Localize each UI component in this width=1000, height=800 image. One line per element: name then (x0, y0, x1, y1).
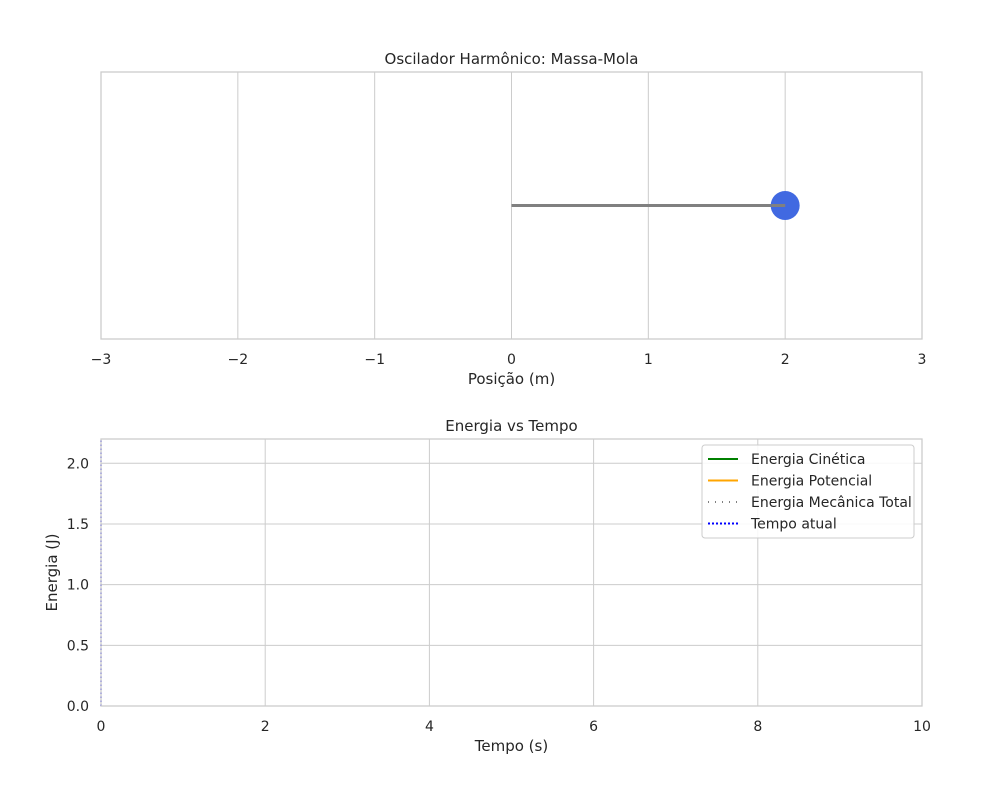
oscillator-x-label: Posição (m) (468, 370, 555, 388)
legend-label: Energia Cinética (751, 452, 865, 468)
oscillator-x-tick-label: 3 (918, 352, 927, 368)
energy-y-tick-label: 0.5 (67, 638, 89, 654)
oscillator-x-tick-label: −3 (91, 352, 112, 368)
energy-y-tick-label: 1.5 (67, 517, 89, 533)
oscillator-axes-border (100, 71, 923, 340)
energy-x-tick-label: 0 (97, 719, 106, 735)
energy-axes-border (100, 438, 923, 707)
energy-y-ticks: 0.0 0.5 1.0 1.5 2.0 (67, 456, 89, 715)
energy-x-label: Tempo (s) (474, 737, 548, 755)
oscillator-title: Oscilador Harmônico: Massa-Mola (385, 50, 639, 68)
energy-x-tick-label: 8 (753, 719, 762, 735)
energy-title: Energia vs Tempo (445, 417, 577, 435)
oscillator-axes: −3 −2 −1 0 1 2 3 Oscilador Harmônico: Massa-Mo… (91, 50, 927, 388)
oscillator-x-tick-label: 2 (781, 352, 790, 368)
oscillator-x-tick-label: 1 (644, 352, 653, 368)
energy-x-ticks: 0 2 4 6 8 10 (97, 719, 931, 735)
energy-legend: Energia Cinética Energia Potencial Energia… (701, 444, 915, 539)
legend-label: Energia Mecânica Total (751, 495, 912, 511)
legend-frame (701, 444, 915, 539)
oscillator-marks (511, 191, 800, 220)
energy-x-tick-label: 2 (261, 719, 270, 735)
oscillator-x-ticks: −3 −2 −1 0 1 2 3 (91, 352, 927, 368)
legend-label: Tempo atual (750, 517, 837, 533)
oscillator-x-tick-label: −2 (228, 352, 249, 368)
energy-x-tick-label: 4 (425, 719, 434, 735)
energy-y-label: Energia (J) (43, 534, 61, 612)
energy-y-tick-label: 1.0 (67, 578, 89, 594)
energy-y-tick-label: 0.0 (67, 699, 89, 715)
legend-label: Energia Potencial (751, 474, 872, 490)
oscillator-x-tick-label: −1 (364, 352, 385, 368)
oscillator-x-tick-label: 0 (507, 352, 516, 368)
energy-x-tick-label: 10 (913, 719, 931, 735)
energy-axes: 0 2 4 6 8 10 0.0 0.5 1.0 1.5 2.0 Energia vs Tempo… (43, 417, 931, 755)
energy-x-tick-label: 6 (589, 719, 598, 735)
energy-y-tick-label: 2.0 (67, 456, 89, 472)
